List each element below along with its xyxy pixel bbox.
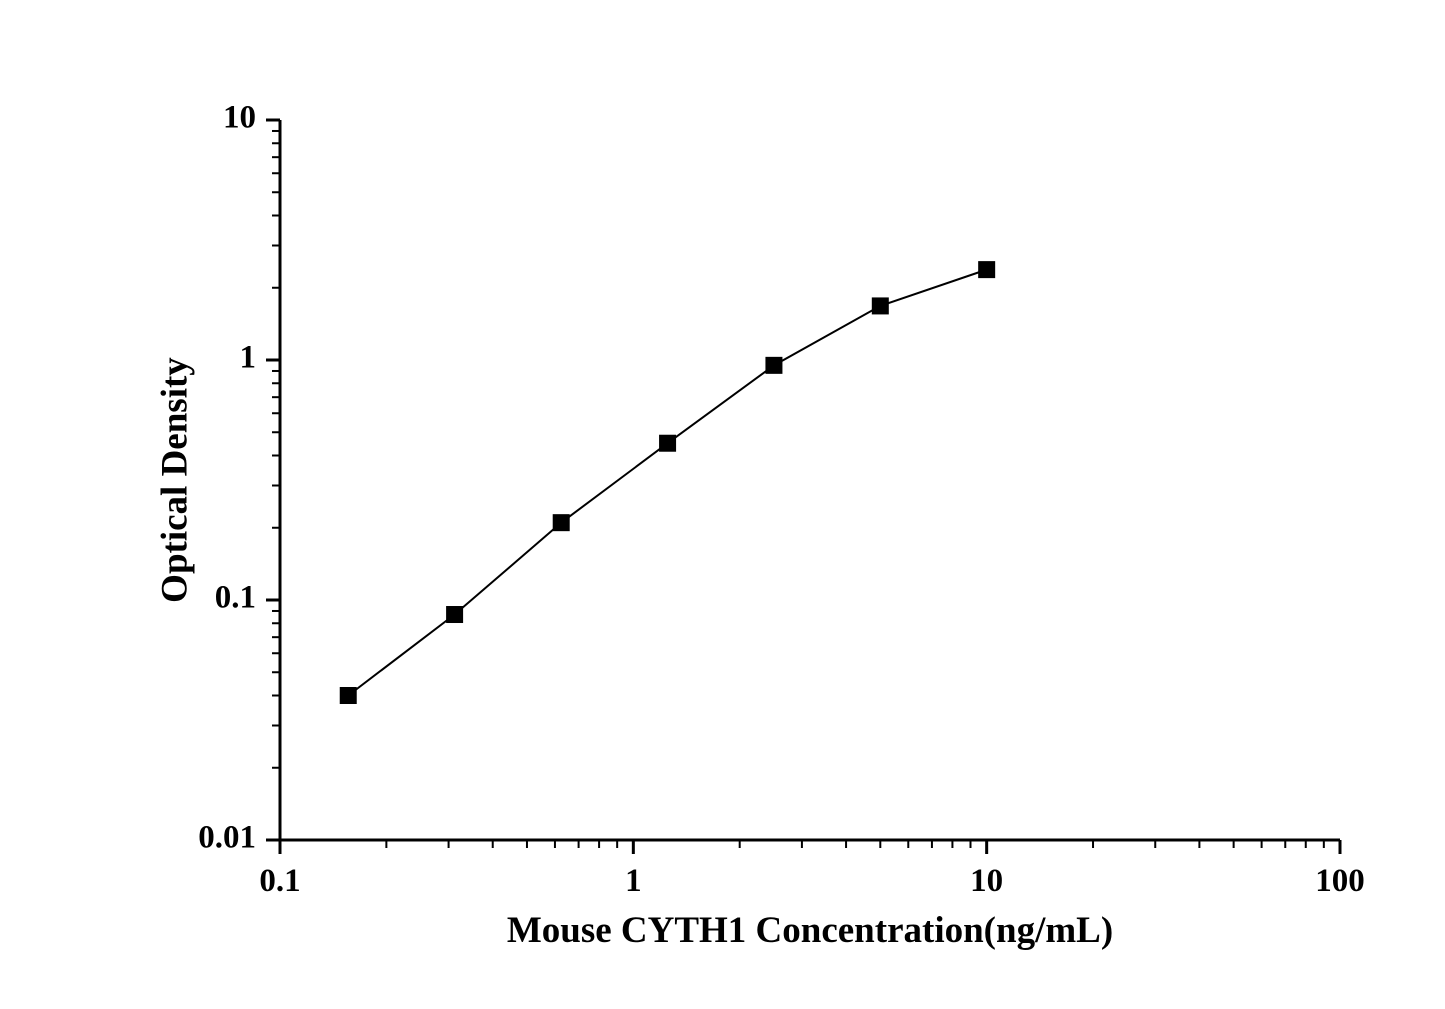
standard-curve-chart: 0.11101000.010.1110Mouse CYTH1 Concentra… [0, 0, 1445, 1009]
chart-background [0, 0, 1445, 1009]
y-axis-label: Optical Density [154, 357, 195, 603]
y-tick-label: 0.01 [198, 820, 256, 856]
x-axis-label: Mouse CYTH1 Concentration(ng/mL) [507, 910, 1113, 951]
data-marker [766, 357, 782, 373]
x-tick-label: 1 [625, 863, 642, 899]
y-tick-label: 0.1 [215, 580, 256, 616]
data-marker [340, 688, 356, 704]
data-marker [979, 262, 995, 278]
data-marker [660, 435, 676, 451]
data-marker [447, 607, 463, 623]
x-tick-label: 100 [1315, 863, 1365, 899]
x-tick-label: 0.1 [259, 863, 300, 899]
y-tick-label: 10 [223, 100, 256, 136]
data-marker [553, 515, 569, 531]
data-marker [872, 298, 888, 314]
chart-container: 0.11101000.010.1110Mouse CYTH1 Concentra… [0, 0, 1445, 1009]
y-tick-label: 1 [240, 340, 257, 376]
x-tick-label: 10 [970, 863, 1003, 899]
